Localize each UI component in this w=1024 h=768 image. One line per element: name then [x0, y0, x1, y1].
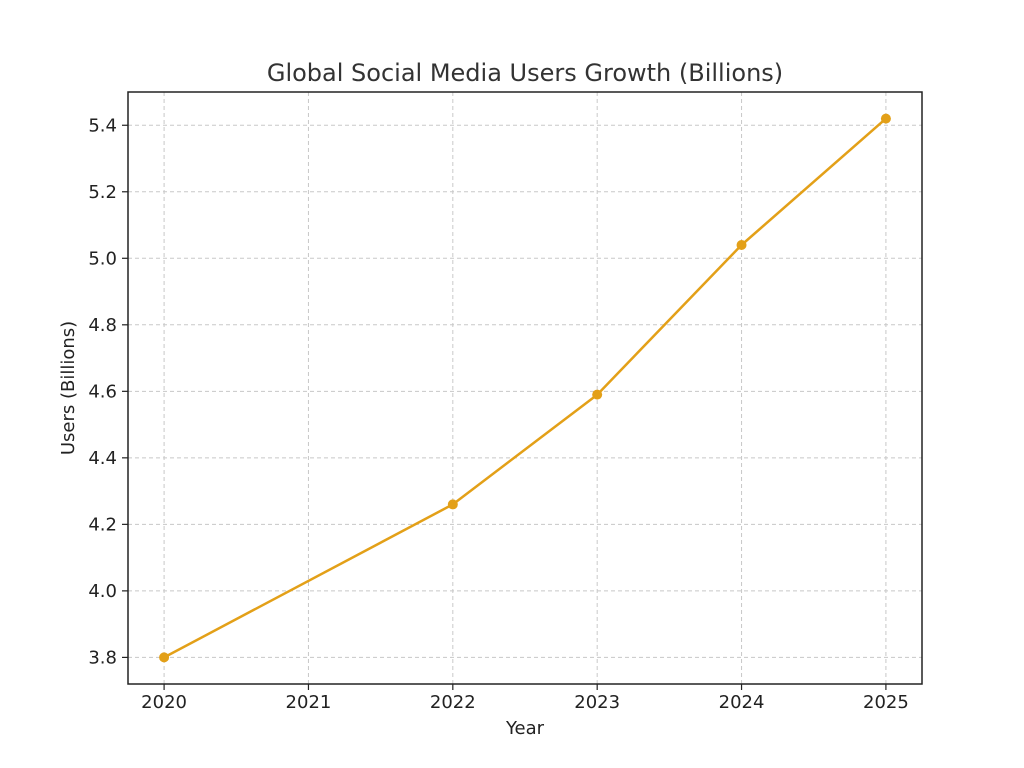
- series-line: [163, 117, 887, 659]
- grid: [128, 92, 922, 684]
- x-axis-label: Year: [505, 718, 545, 739]
- y-tick-label: 5.0: [88, 248, 117, 269]
- data-point: [159, 652, 170, 663]
- y-tick-label: 4.2: [88, 514, 117, 535]
- y-axis-label: Users (Billions): [58, 321, 79, 455]
- y-tick-label: 4.6: [88, 381, 117, 402]
- x-tick-label: 2024: [719, 692, 765, 713]
- x-tick-label: 2022: [430, 692, 476, 713]
- data-point: [592, 389, 603, 400]
- y-tick-label: 4.4: [88, 448, 117, 469]
- y-tick-label: 5.2: [88, 182, 117, 203]
- data-point: [447, 499, 458, 510]
- x-tick-label: 2020: [141, 692, 187, 713]
- y-tick-label: 3.8: [88, 647, 117, 668]
- y-tick-label: 5.4: [88, 115, 117, 136]
- x-tick-label: 2021: [286, 692, 332, 713]
- data-point: [880, 113, 891, 124]
- x-tick-label: 2025: [863, 692, 909, 713]
- series: [159, 113, 891, 663]
- chart-title: Global Social Media Users Growth (Billio…: [267, 59, 783, 87]
- axis-ticks: 2020 2021 2022 2023 2024 2025 3.8 4.0 4.2 4.4 4.6 4…: [88, 115, 908, 713]
- data-point: [736, 239, 747, 250]
- y-tick-label: 4.0: [88, 581, 117, 602]
- y-tick-label: 4.8: [88, 315, 117, 336]
- plot-frame: [127, 91, 923, 685]
- x-tick-label: 2023: [574, 692, 620, 713]
